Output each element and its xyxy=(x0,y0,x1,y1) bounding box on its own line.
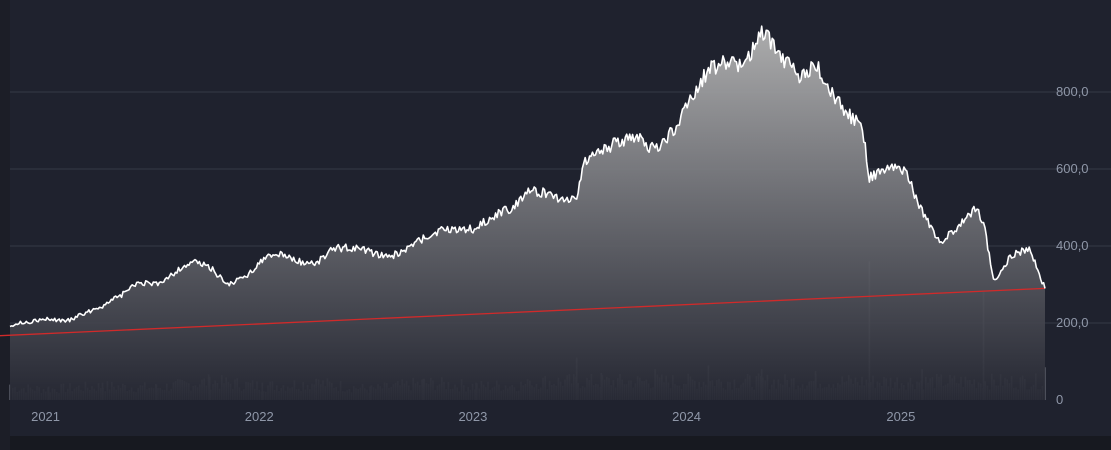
x-tick-label: 2025 xyxy=(886,409,915,424)
x-tick-label: 2023 xyxy=(458,409,487,424)
x-tick-label: 2021 xyxy=(31,409,60,424)
x-tick-label: 2022 xyxy=(245,409,274,424)
y-tick-label: 0 xyxy=(1056,392,1063,407)
price-area xyxy=(10,26,1045,400)
x-axis: 2021 2022 2023 2024 2025 xyxy=(31,409,915,424)
y-axis: 800,0 600,0 400,0 200,0 0 xyxy=(1056,84,1089,407)
y-tick-label: 800,0 xyxy=(1056,84,1089,99)
trendline xyxy=(0,287,1046,337)
y-tick-label: 400,0 xyxy=(1056,238,1089,253)
y-tick-label: 200,0 xyxy=(1056,315,1089,330)
y-tick-label: 600,0 xyxy=(1056,161,1089,176)
x-tick-label: 2024 xyxy=(672,409,701,424)
price-line xyxy=(9,25,1046,328)
bottom-strip xyxy=(10,436,1111,450)
